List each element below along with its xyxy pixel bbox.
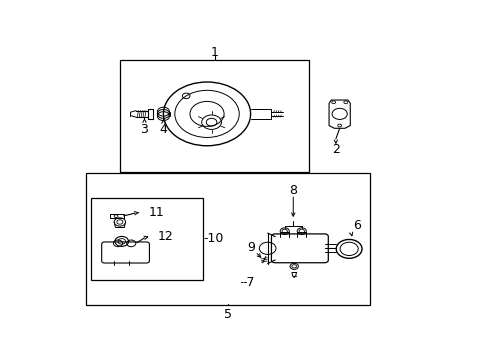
Text: 8: 8: [289, 184, 297, 197]
Text: 4: 4: [159, 123, 167, 136]
Text: 12: 12: [157, 230, 173, 243]
Text: 5: 5: [224, 308, 231, 321]
Text: -10: -10: [203, 232, 223, 245]
Bar: [85, 174, 369, 305]
Text: 1: 1: [210, 46, 218, 59]
Text: 2: 2: [331, 143, 339, 157]
Bar: [91, 198, 203, 280]
Polygon shape: [328, 100, 349, 128]
Text: 3: 3: [140, 123, 148, 136]
Text: -7: -7: [242, 276, 254, 289]
Bar: [120, 60, 309, 172]
Text: 9: 9: [247, 241, 255, 254]
Text: 6: 6: [352, 219, 360, 232]
Text: 11: 11: [148, 206, 163, 219]
